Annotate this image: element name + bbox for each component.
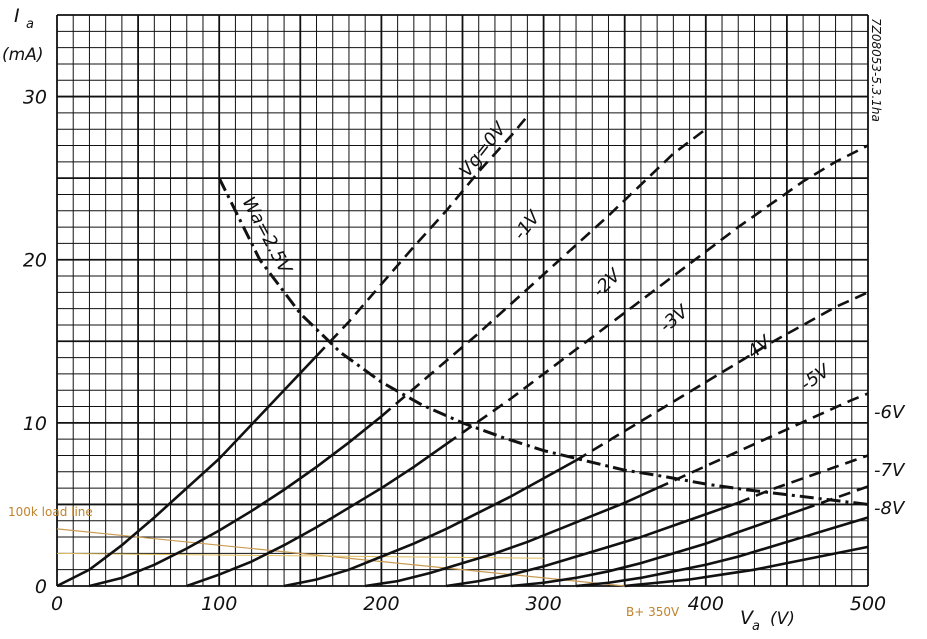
series-line-dashed: [737, 454, 869, 505]
x-tick-label: 300: [525, 593, 561, 615]
y-tick-label: 20: [23, 250, 47, 272]
y-tick-label: 10: [23, 413, 47, 435]
x-tick-label: 100: [201, 593, 237, 615]
x-tick-label: 200: [363, 593, 399, 615]
y-tick-label: 30: [23, 87, 47, 109]
load-line: [56, 528, 625, 587]
series-line-dashed: [445, 144, 869, 446]
series-line-dashed: [656, 392, 869, 490]
y-axis-label: I: [14, 5, 20, 27]
x-tick-label: 400: [688, 593, 724, 615]
series-line-solid: [511, 508, 804, 588]
operating-line: [56, 552, 544, 559]
series-line-solid: [283, 459, 577, 588]
series-line-solid: [575, 516, 869, 588]
curves: [56, 115, 869, 588]
series-line-solid: [446, 501, 739, 588]
x-tick-label: 0: [51, 593, 63, 615]
curve-label-2v: -2V: [589, 264, 626, 301]
curve-label-7v: -7V: [874, 460, 906, 481]
chart-code-label: 7Z08053-5.3.1ha: [869, 18, 883, 122]
curve-label-vg0: Vg=0V: [455, 118, 511, 182]
y-tick-label: 0: [35, 576, 47, 598]
x-tick-label: 500: [850, 593, 886, 615]
series-line-dashed: [315, 115, 529, 357]
series-line-solid: [364, 486, 658, 588]
curve-label-3v: -3V: [656, 300, 694, 337]
curve-label-6v: -6V: [874, 402, 906, 423]
dissipation-curve: [217, 177, 869, 506]
series-line-solid: [624, 545, 869, 588]
series-line-dashed: [802, 485, 869, 511]
series-line-dashed: [380, 128, 707, 418]
curve-label-1v: -1V: [509, 206, 545, 244]
grid: 0 100 200 300 400 500 0 10 20 30: [23, 14, 886, 615]
series-line-solid: [56, 355, 318, 588]
x-axis-label-sub: a: [752, 619, 760, 634]
curve-label-8v: -8V: [874, 498, 906, 519]
load-line-label: 100k load line: [8, 505, 93, 519]
x-axis-unit: (V): [770, 609, 795, 629]
x-axis-label: V: [740, 607, 755, 629]
series-line-solid: [89, 415, 383, 588]
y-axis-label-sub: a: [26, 17, 34, 32]
y-axis-unit: (mA): [2, 45, 43, 65]
series-line-solid: [186, 443, 448, 588]
b-plus-label: B+ 350V: [626, 605, 680, 619]
